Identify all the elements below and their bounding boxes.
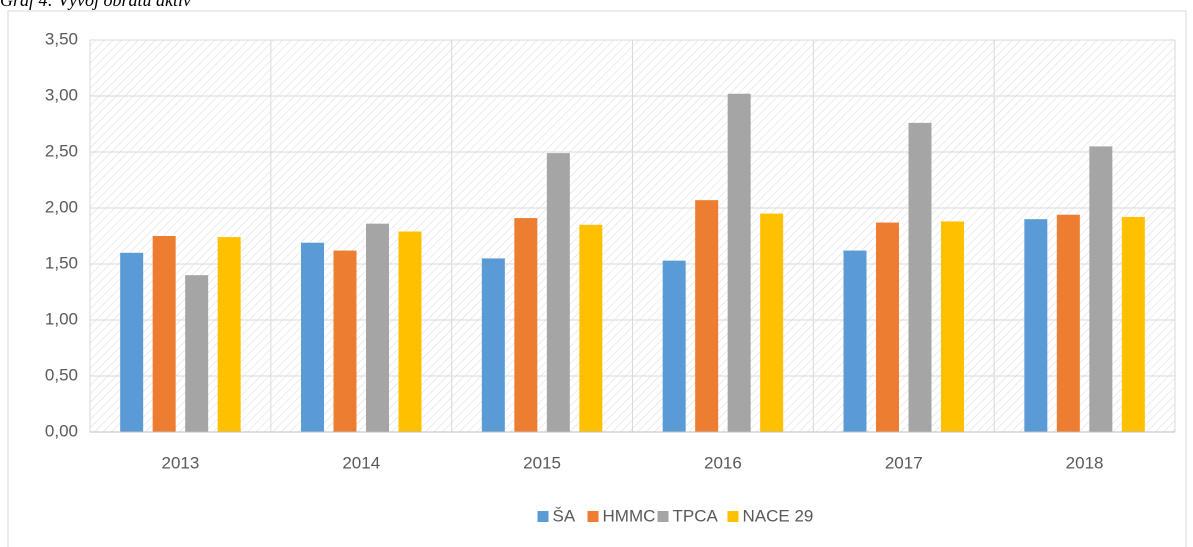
bar: [908, 122, 932, 432]
bar: [727, 93, 751, 432]
x-tick-label: 2017: [885, 453, 923, 472]
legend-label: NACE 29: [743, 506, 814, 525]
y-tick-label: 2,00: [45, 197, 78, 216]
legend-swatch: [537, 511, 549, 522]
bar: [843, 250, 867, 432]
bar: [366, 223, 389, 432]
x-tick-label: 2016: [704, 453, 742, 472]
y-tick-label: 3,50: [45, 29, 78, 48]
bar: [1056, 214, 1080, 432]
legend-swatch: [727, 511, 739, 522]
x-tick-label: 2014: [342, 453, 380, 472]
bar: [514, 218, 538, 432]
bar: [876, 222, 899, 432]
y-tick-label: 1,00: [45, 309, 78, 328]
y-tick-label: 2,50: [45, 141, 78, 160]
x-tick-label: 2013: [162, 453, 200, 472]
bar: [481, 258, 505, 432]
legend-label: TPCA: [673, 506, 719, 525]
bar: [1089, 146, 1113, 432]
bar: [941, 221, 964, 432]
y-tick-label: 0,50: [45, 365, 78, 384]
y-tick-label: 3,00: [45, 85, 78, 104]
bar: [760, 213, 784, 432]
legend-swatch: [587, 511, 599, 522]
bar: [546, 153, 570, 432]
bar: [1024, 219, 1048, 432]
bar: [695, 200, 719, 432]
bar: [333, 250, 357, 432]
bar: [398, 231, 422, 432]
bar: [185, 275, 209, 432]
chart-title: Graf 4: Vývoj obratu aktiv: [0, 0, 191, 10]
bar: [120, 252, 144, 432]
bar: [152, 236, 176, 432]
x-tick-label: 2015: [523, 453, 561, 472]
bar: [217, 237, 241, 432]
bar: [1121, 216, 1145, 432]
legend-swatch: [657, 511, 669, 522]
bar: [301, 242, 324, 432]
y-tick-label: 1,50: [45, 253, 78, 272]
bar: [579, 224, 603, 432]
x-tick-label: 2018: [1066, 453, 1104, 472]
y-tick-label: 0,00: [45, 421, 78, 440]
legend-label: ŠA: [553, 506, 576, 525]
chart-border: [7, 10, 1187, 547]
legend-label: HMMC: [603, 506, 656, 525]
bar: [662, 260, 686, 432]
